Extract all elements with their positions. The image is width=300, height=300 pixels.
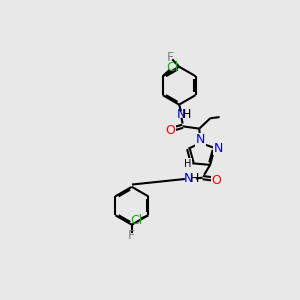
Text: Cl: Cl: [166, 61, 178, 74]
Text: N: N: [177, 108, 186, 121]
Text: H: H: [182, 108, 191, 121]
Text: N: N: [196, 133, 205, 146]
Text: F: F: [128, 229, 135, 242]
Text: Cl: Cl: [130, 214, 143, 227]
Text: O: O: [166, 124, 176, 137]
Text: O: O: [212, 174, 221, 187]
Text: N: N: [184, 172, 194, 185]
Text: F: F: [167, 50, 174, 64]
Text: N: N: [214, 142, 223, 154]
Text: H: H: [190, 172, 199, 185]
Text: H: H: [184, 159, 192, 169]
